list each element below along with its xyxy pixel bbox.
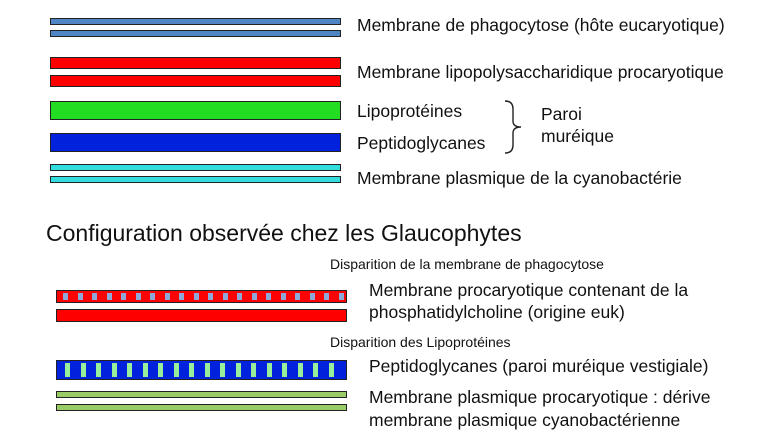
peptidoglycan-insert: [235, 363, 241, 377]
lipoproteins-bar: [50, 101, 341, 120]
peptidoglycan-insert: [65, 363, 70, 377]
right-brace-icon: [504, 100, 522, 154]
phosphatidylcholine-insert: [92, 293, 97, 300]
phosphatidylcholine-insert: [77, 293, 83, 300]
peptidoglycan-insert: [251, 363, 256, 377]
phosphatidylcholine-insert: [280, 293, 286, 300]
note-lipoproteins-loss: Disparition des Lipoprotéines: [330, 334, 511, 350]
prokaryotic-plasma-membrane-bar-inner: [56, 404, 347, 411]
peptidoglycan-insert: [328, 363, 334, 377]
peptidoglycan-insert: [189, 363, 194, 377]
vestigial-peptidoglycan-label: Peptidoglycanes (paroi muréique vestigia…: [369, 356, 709, 376]
prokaryotic-plasma-membrane-bar-outer: [56, 391, 347, 398]
phosphatidylcholine-insert: [106, 293, 112, 300]
pc-membrane-bar-outer: [56, 290, 347, 303]
peptidoglycan-insert: [96, 363, 101, 377]
glaucophytes-heading: Configuration observée chez les Glaucoph…: [46, 220, 522, 246]
phosphatidylcholine-insert: [150, 293, 155, 300]
peptidoglycan-insert: [297, 363, 303, 377]
phosphatidylcholine-insert: [193, 293, 199, 300]
lipoproteins-label: Lipoprotéines: [357, 101, 463, 121]
phosphatidylcholine-insert: [266, 293, 271, 300]
phosphatidylcholine-insert: [135, 293, 141, 300]
lps-membrane-bar-outer: [50, 57, 341, 69]
phosphatidylcholine-insert: [222, 293, 228, 300]
prokaryotic-plasma-membrane-label-line2: membrane plasmique cyanobactérienne: [369, 410, 681, 430]
peptidoglycan-insert: [313, 363, 318, 377]
phagocytose-membrane-bar-outer: [50, 18, 341, 25]
lps-membrane-bar-inner: [50, 75, 341, 87]
phosphatidylcholine-insert: [164, 293, 170, 300]
peptidoglycan-insert: [111, 363, 117, 377]
peptidoglycans-bar: [50, 133, 341, 152]
pc-membrane-label-line1: Membrane procaryotique contenant de la: [369, 280, 689, 300]
vestigial-peptidoglycan-bar: [56, 360, 347, 380]
paroi-label-line2: muréique: [541, 126, 614, 146]
peptidoglycan-insert: [80, 363, 86, 377]
lps-membrane-label: Membrane lipopolysaccharidique procaryot…: [357, 62, 724, 82]
phosphatidylcholine-insert: [295, 293, 300, 300]
peptidoglycan-insert: [204, 363, 210, 377]
peptidoglycans-label: Peptidoglycanes: [357, 133, 486, 153]
peptidoglycan-insert: [282, 363, 287, 377]
pc-membrane-bar-inner: [56, 309, 347, 322]
phosphatidylcholine-insert: [338, 293, 344, 300]
pc-membrane-label-line2: phosphatidylcholine (origine euk): [369, 302, 625, 322]
peptidoglycan-insert: [142, 363, 148, 377]
phagocytose-membrane-bar-inner: [50, 30, 341, 37]
phosphatidylcholine-insert: [179, 293, 184, 300]
peptidoglycan-insert: [158, 363, 163, 377]
cyano-plasma-membrane-label: Membrane plasmique de la cyanobactérie: [357, 168, 682, 188]
peptidoglycan-insert: [127, 363, 132, 377]
paroi-label-line1: Paroi: [541, 104, 582, 124]
phosphatidylcholine-insert: [237, 293, 242, 300]
peptidoglycan-insert: [173, 363, 179, 377]
phosphatidylcholine-insert: [309, 293, 315, 300]
prokaryotic-plasma-membrane-label-line1: Membrane plasmique procaryotique : dériv…: [369, 387, 711, 407]
phosphatidylcholine-insert: [208, 293, 213, 300]
phosphatidylcholine-insert: [121, 293, 126, 300]
phosphatidylcholine-insert: [324, 293, 329, 300]
peptidoglycan-insert: [220, 363, 225, 377]
phagocytose-membrane-label: Membrane de phagocytose (hôte eucaryotiq…: [357, 15, 725, 35]
cyano-plasma-membrane-bar-outer: [50, 164, 341, 171]
phosphatidylcholine-insert: [251, 293, 257, 300]
note-phagocytosis-loss: Disparition de la membrane de phagocytos…: [330, 256, 604, 272]
phosphatidylcholine-insert: [63, 293, 68, 300]
peptidoglycan-insert: [266, 363, 272, 377]
cyano-plasma-membrane-bar-inner: [50, 176, 341, 183]
